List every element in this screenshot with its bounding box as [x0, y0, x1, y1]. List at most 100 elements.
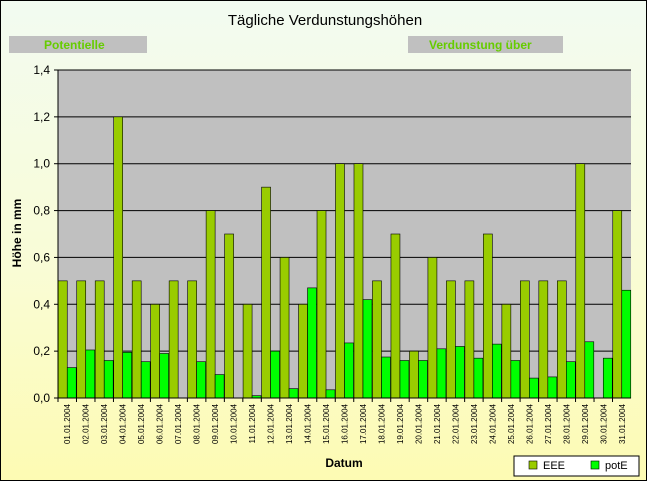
- bar-pote: [66, 367, 77, 399]
- x-tick-label: 29.01.2004: [581, 403, 590, 444]
- y-tick-label: 0,2: [33, 344, 50, 358]
- bar-pote: [455, 346, 465, 399]
- chart-title: Tägliche Verdunstungshöhen: [228, 12, 422, 29]
- bar-pote: [418, 360, 428, 399]
- y-tick-label: 0,0: [33, 391, 50, 405]
- bar-eee: [113, 116, 123, 399]
- bar-pote: [473, 357, 484, 399]
- x-tick-label: 22.01.2004: [451, 403, 460, 444]
- bar-eee: [94, 280, 105, 399]
- bar-eee: [131, 280, 142, 399]
- legend-label-eee: EEE: [543, 460, 565, 472]
- x-tick-label: 30.01.2004: [599, 403, 608, 444]
- bar-eee: [187, 280, 197, 399]
- x-tick-label: 11.01.2004: [248, 403, 257, 443]
- bar-eee: [57, 280, 68, 399]
- bar-pote: [270, 350, 280, 399]
- bar-pote: [436, 348, 447, 399]
- y-tick-label: 0,8: [33, 204, 50, 218]
- legend-label-pote: potE: [605, 460, 628, 472]
- bar-pote: [85, 349, 96, 399]
- bar-eee: [575, 163, 586, 399]
- bar-pote: [399, 360, 410, 399]
- bar-eee: [501, 303, 512, 399]
- y-tick-label: 0,4: [33, 297, 50, 311]
- y-tick-labels: 0,0 0,2 0,4 0,6 0,8 1,0 1,2 1,4: [33, 63, 50, 405]
- bar-pote: [621, 289, 632, 399]
- bar-eee: [612, 210, 623, 399]
- legend: EEE potE: [513, 455, 640, 477]
- bar-pote: [566, 361, 576, 399]
- note-box-left: [9, 36, 147, 53]
- bars: [57, 116, 632, 399]
- bar-pote: [602, 357, 613, 399]
- x-tick-label: 03.01.2004: [100, 403, 109, 444]
- legend-swatch-pote: [590, 460, 600, 470]
- bar-eee: [316, 210, 327, 399]
- x-tick-label: 12.01.2004: [267, 403, 276, 444]
- legend-swatch-eee: [528, 460, 538, 470]
- x-tick-label: 28.01.2004: [562, 403, 571, 444]
- bar-eee: [409, 350, 419, 399]
- x-tick-label: 23.01.2004: [470, 403, 479, 444]
- x-tick-label: 15.01.2004: [322, 403, 331, 444]
- note-right: Verdunstung über: [429, 38, 532, 52]
- bar-eee: [242, 303, 253, 399]
- bar-eee: [464, 280, 475, 399]
- x-tick-label: 01.01.2004: [63, 403, 72, 444]
- bar-eee: [353, 163, 364, 399]
- bar-eee: [483, 233, 493, 399]
- bar-eee: [446, 280, 456, 399]
- bar-eee: [520, 280, 530, 399]
- x-tick-label: 21.01.2004: [433, 403, 442, 444]
- x-tick-label: 10.01.2004: [230, 403, 239, 444]
- x-tick-label: 16.01.2004: [341, 403, 350, 444]
- bar-pote: [288, 388, 299, 399]
- legend-box: [513, 455, 640, 477]
- x-tick-label: 24.01.2004: [488, 403, 497, 444]
- bar-eee: [298, 303, 308, 399]
- y-tick-label: 1,2: [33, 110, 50, 124]
- bar-eee: [390, 233, 401, 399]
- x-tick-label: 02.01.2004: [82, 403, 91, 444]
- bar-eee: [76, 280, 87, 399]
- y-tick-label: 1,0: [33, 157, 50, 171]
- x-tick-label: 26.01.2004: [525, 403, 534, 444]
- bar-eee: [150, 303, 160, 399]
- y-axis-label: Höhe in mm: [10, 199, 24, 268]
- x-tick-label: 18.01.2004: [377, 403, 386, 444]
- bar-eee: [224, 233, 234, 399]
- x-tick-label: 27.01.2004: [544, 403, 553, 444]
- y-tick-label: 0,6: [33, 250, 50, 264]
- x-tick-labels: 01.01.2004 02.01.2004 03.01.2004 04.01.2004…: [63, 403, 627, 444]
- bar-eee: [427, 257, 438, 399]
- x-tick-label: 07.01.2004: [174, 403, 183, 444]
- bar-pote: [510, 360, 521, 399]
- bar-eee: [557, 280, 567, 399]
- bar-eee: [168, 280, 179, 399]
- bar-eee: [205, 210, 216, 399]
- x-tick-label: 09.01.2004: [211, 403, 220, 444]
- bar-pote: [584, 341, 595, 399]
- x-tick-label: 25.01.2004: [507, 403, 516, 444]
- axes: [54, 69, 631, 402]
- bar-pote: [362, 299, 373, 399]
- x-tick-label: 05.01.2004: [137, 403, 146, 444]
- x-tick-label: 13.01.2004: [285, 403, 294, 444]
- x-tick-label: 31.01.2004: [618, 403, 627, 444]
- bar-pote: [529, 377, 539, 399]
- bar-pote: [196, 361, 206, 399]
- bar-eee: [261, 186, 271, 399]
- bar-pote: [492, 343, 502, 399]
- bar-eee: [279, 257, 290, 399]
- bar-pote: [122, 352, 132, 399]
- bar-pote: [344, 342, 354, 399]
- bar-pote: [325, 389, 336, 399]
- bar-eee: [335, 163, 345, 399]
- bar-pote: [307, 287, 317, 399]
- note-left: Potentielle: [44, 38, 105, 52]
- bar-pote: [214, 374, 225, 399]
- x-axis-label: Datum: [325, 456, 362, 470]
